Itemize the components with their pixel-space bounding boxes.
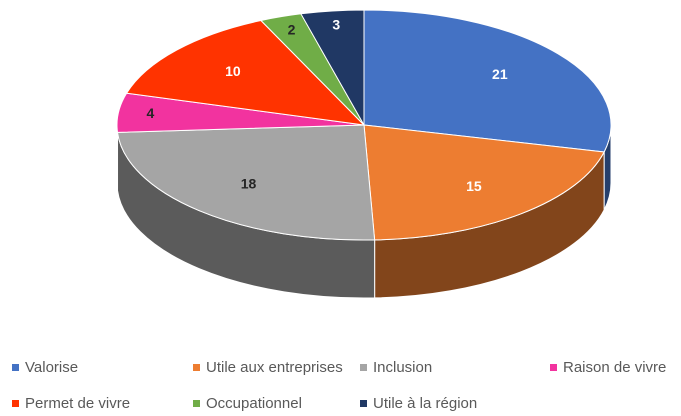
- legend-label: Valorise: [25, 359, 78, 376]
- legend-label: Inclusion: [373, 359, 432, 376]
- data-label: 3: [332, 16, 340, 32]
- slice: [363, 124, 605, 241]
- slice: [125, 19, 366, 126]
- legend-swatch: [360, 364, 367, 371]
- data-label: 18: [241, 176, 257, 192]
- legend-swatch: [12, 364, 19, 371]
- slice: [300, 9, 365, 127]
- data-label: 15: [466, 178, 482, 194]
- legend-swatch: [193, 400, 200, 407]
- legend-swatch: [193, 364, 200, 371]
- slice: [363, 9, 612, 153]
- legend-label: Occupationnel: [206, 395, 302, 412]
- slice: [116, 124, 376, 241]
- legend-label: Permet de vivre: [25, 395, 130, 412]
- legend-label: Raison de vivre: [563, 359, 666, 376]
- data-label: 2: [288, 22, 296, 38]
- data-label: 4: [146, 105, 154, 121]
- legend-label: Utile à la région: [373, 395, 477, 412]
- legend-swatch: [550, 364, 557, 371]
- data-label: 21: [492, 66, 508, 82]
- data-label: 10: [225, 63, 241, 79]
- legend-label: Utile aux entreprises: [206, 359, 343, 376]
- legend-swatch: [12, 400, 19, 407]
- legend-swatch: [360, 400, 367, 407]
